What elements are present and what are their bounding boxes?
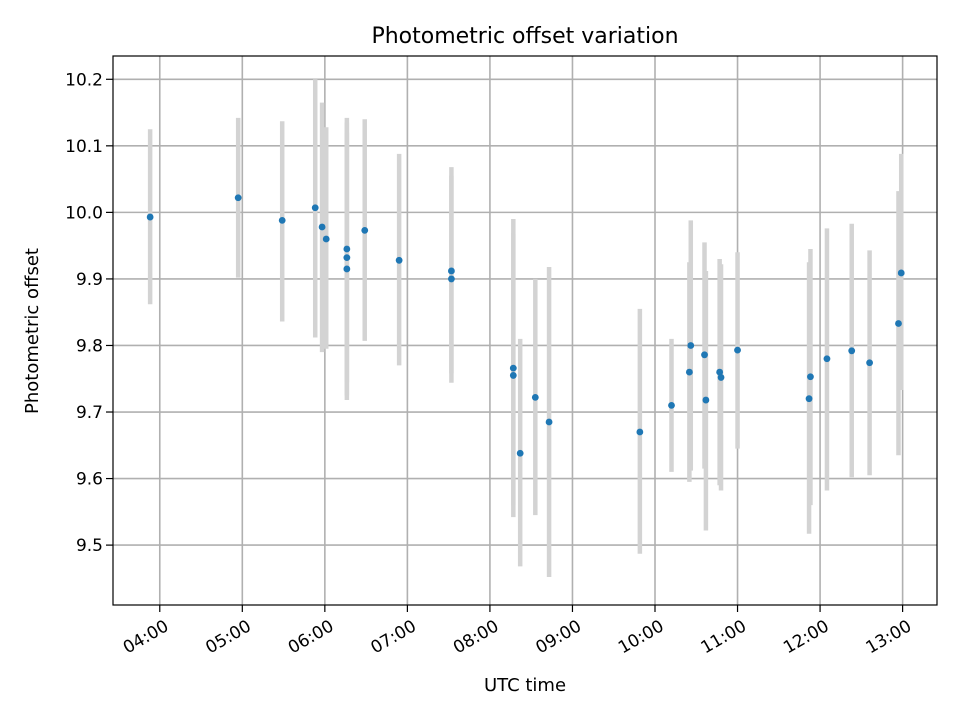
data-point bbox=[545, 418, 553, 426]
data-point bbox=[318, 223, 326, 231]
data-point bbox=[668, 401, 675, 409]
data-point bbox=[343, 245, 351, 253]
data-point bbox=[717, 374, 725, 381]
data-point bbox=[734, 346, 741, 354]
data-point bbox=[278, 216, 286, 224]
data-point bbox=[685, 368, 693, 376]
data-point bbox=[395, 256, 403, 264]
y-tick-label: 9.5 bbox=[76, 536, 103, 556]
data-point bbox=[895, 320, 902, 327]
data-point bbox=[343, 265, 351, 273]
data-point bbox=[509, 364, 517, 372]
data-point bbox=[311, 204, 319, 212]
plot-area bbox=[113, 56, 937, 605]
data-point bbox=[636, 428, 644, 436]
data-point bbox=[716, 368, 724, 376]
y-tick-label: 9.8 bbox=[76, 336, 103, 356]
data-point bbox=[234, 194, 242, 202]
data-points bbox=[146, 194, 905, 457]
data-point bbox=[509, 372, 517, 379]
chart-title: Photometric offset variation bbox=[371, 24, 678, 49]
axes-frame bbox=[112, 55, 938, 606]
data-point bbox=[361, 226, 369, 234]
y-tick-label: 9.7 bbox=[76, 403, 103, 423]
data-point bbox=[823, 355, 831, 363]
data-point bbox=[531, 393, 539, 401]
data-point bbox=[448, 267, 455, 275]
data-point bbox=[448, 275, 455, 283]
data-point bbox=[322, 235, 330, 243]
y-tick-label: 10.0 bbox=[65, 203, 103, 223]
data-point bbox=[701, 351, 708, 359]
data-point bbox=[897, 269, 905, 277]
y-axis-label: Photometric offset bbox=[22, 248, 43, 414]
data-point bbox=[516, 449, 524, 457]
y-tick-label: 10.2 bbox=[65, 70, 103, 90]
y-tick-label: 9.9 bbox=[76, 270, 103, 290]
y-tick-label: 9.6 bbox=[76, 470, 103, 490]
data-point bbox=[866, 359, 873, 367]
data-point bbox=[702, 396, 710, 404]
data-point bbox=[146, 213, 154, 221]
data-point bbox=[848, 347, 856, 355]
data-point bbox=[343, 254, 351, 262]
data-point bbox=[687, 342, 695, 349]
x-axis-label: UTC time bbox=[484, 675, 566, 696]
y-axis-ticks: 9.5 9.6 9.7 9.8 9.9 10.0 10.1 10.2 bbox=[65, 70, 113, 556]
y-tick-label: 10.1 bbox=[65, 137, 103, 157]
data-point bbox=[805, 395, 813, 403]
data-point bbox=[807, 373, 814, 381]
